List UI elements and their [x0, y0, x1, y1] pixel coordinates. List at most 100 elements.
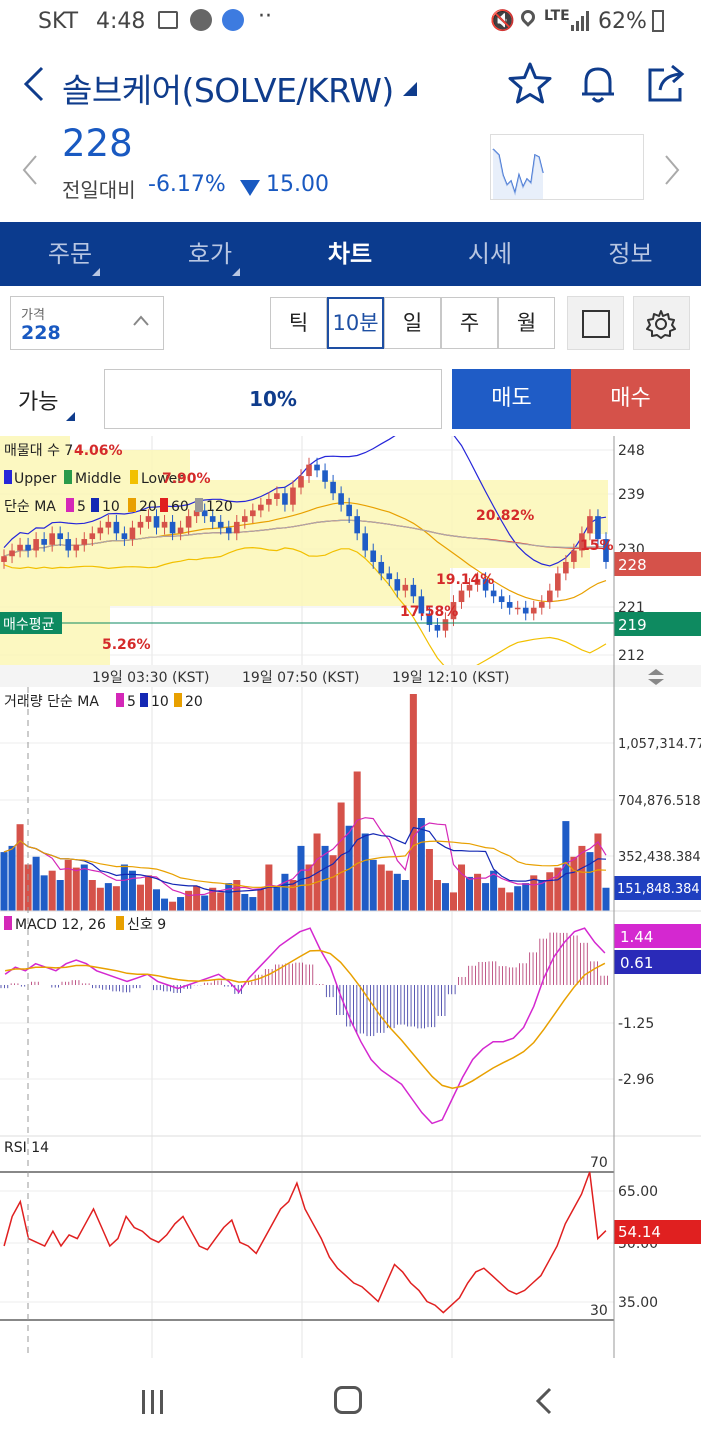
period-day[interactable]: 일 [384, 297, 441, 349]
available-dropdown-icon[interactable] [66, 412, 75, 421]
volume-bar [32, 856, 40, 911]
candle [362, 533, 369, 551]
volume-bar [161, 898, 169, 911]
period-10min[interactable]: 10분 [327, 297, 384, 349]
volume-bar [409, 694, 417, 911]
volume-bar [40, 875, 48, 911]
page-title[interactable]: 솔브케어(SOLVE/KRW) [62, 71, 394, 110]
candle [346, 504, 352, 517]
rsi-y-tick: 35.00 [618, 1295, 658, 1311]
vp-label: 4.06% [74, 443, 123, 459]
moving-averages [3, 502, 607, 603]
legend-ma10-swatch [91, 498, 99, 512]
volume-bar [361, 833, 369, 911]
volume-bar [530, 875, 538, 911]
candle [57, 533, 64, 540]
volume-bar [120, 864, 128, 911]
tab-info-label: 정보 [608, 240, 653, 268]
candle [33, 539, 39, 551]
volume-bar [570, 856, 578, 911]
rsi-y-tick: 65.00 [618, 1184, 658, 1200]
rsi-legend: RSI 14 [4, 1140, 49, 1156]
vol-ma5-swatch [116, 693, 124, 707]
legend-ma5-swatch [66, 498, 74, 512]
back-icon[interactable] [18, 64, 50, 104]
volume-y-tick: 704,876.518 [618, 794, 701, 809]
period-tick[interactable]: 틱 [270, 297, 327, 349]
battery-icon [652, 10, 664, 32]
legend-lower: Lower [141, 471, 183, 487]
macd-legend: MACD 12, 26 [15, 917, 106, 933]
legend-ma60-swatch [160, 498, 168, 512]
price-selector[interactable]: 가격 228 [10, 296, 164, 350]
period-month[interactable]: 월 [498, 297, 555, 349]
volume-bar [538, 880, 546, 911]
alarm-bell-icon[interactable] [574, 60, 622, 108]
volume-bar [177, 897, 185, 911]
signal-legend: 신호 9 [127, 917, 166, 933]
favorite-star-icon[interactable] [506, 60, 554, 108]
tab-order[interactable]: 주문 [0, 222, 140, 286]
volume-bar [474, 873, 482, 911]
volume-bar [88, 880, 96, 911]
volume-bar [554, 867, 562, 911]
candle [418, 596, 425, 614]
macd-value-label: 1.44 [620, 928, 653, 946]
volume-bar [257, 889, 265, 911]
buy-button[interactable]: 매수 [571, 369, 690, 429]
candle [153, 516, 160, 528]
vp-label: 17.58% [400, 604, 458, 620]
share-icon[interactable] [642, 60, 690, 108]
percent-selector[interactable]: 10% [104, 369, 442, 429]
candle [410, 584, 417, 597]
candle [201, 510, 208, 517]
period-week[interactable]: 주 [441, 297, 498, 349]
candle [105, 521, 112, 528]
mini-chart[interactable] [490, 134, 644, 200]
volume-profile-bar [0, 534, 590, 568]
candle [282, 493, 288, 505]
available-label[interactable]: 가능 [18, 390, 59, 415]
volume-bar [562, 821, 570, 911]
candle [81, 539, 88, 545]
tab-info[interactable]: 정보 [560, 222, 701, 286]
candle [298, 476, 304, 488]
candle [434, 624, 441, 631]
volume-profile-bar [0, 436, 70, 450]
tab-market[interactable]: 시세 [420, 222, 560, 286]
candle [137, 521, 144, 528]
chart-settings-button[interactable] [633, 296, 690, 350]
volume-bar [225, 883, 233, 911]
vp-label: 15% [580, 538, 614, 554]
recent-apps-icon[interactable] [140, 1388, 166, 1420]
back-nav-icon[interactable] [534, 1386, 554, 1420]
rsi-line [3, 1171, 607, 1314]
candle [338, 493, 344, 505]
vp-label: 19.14% [436, 572, 494, 588]
candle [129, 527, 136, 540]
prev-coin-icon[interactable] [20, 152, 42, 188]
volume-moving-averages [3, 817, 607, 897]
candle [498, 596, 505, 603]
candle [113, 521, 120, 534]
app-notification-icon [190, 9, 212, 31]
volume-bar [265, 864, 273, 911]
candle [306, 464, 312, 477]
sell-button[interactable]: 매도 [452, 369, 571, 429]
drawing-tool-button[interactable] [567, 296, 624, 350]
tab-orderbook[interactable]: 호가 [140, 222, 280, 286]
tab-chart-label: 차트 [327, 240, 373, 268]
candle [330, 481, 336, 494]
volume-bar [353, 771, 361, 911]
home-icon[interactable] [334, 1386, 362, 1414]
chart-area[interactable]: 매물대 수 7 Upper Middle Lower 단순 MA 5 10 20… [0, 436, 701, 1358]
volume-bar [249, 897, 257, 911]
title-dropdown-icon[interactable] [403, 82, 417, 96]
volume-bar [48, 870, 56, 911]
volume-current-tag [614, 876, 701, 900]
candle [490, 590, 497, 597]
tab-chart[interactable]: 차트 [280, 222, 420, 286]
legend-ma120: 120 [206, 499, 233, 515]
next-coin-icon[interactable] [660, 152, 682, 188]
volume-bar [433, 880, 441, 911]
